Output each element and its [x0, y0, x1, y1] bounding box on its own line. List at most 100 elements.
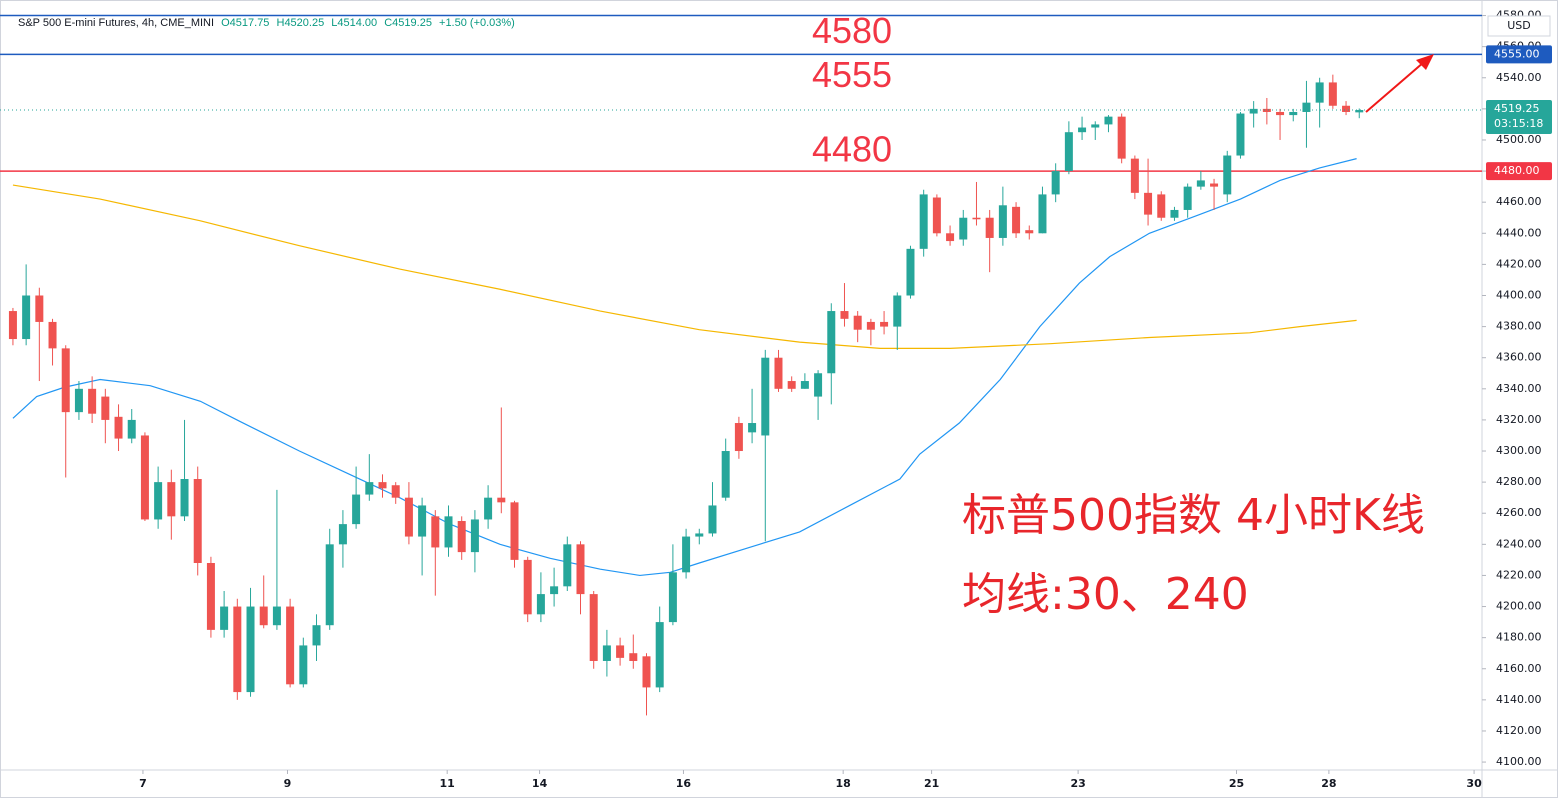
- candle-body: [695, 533, 704, 537]
- candle-body: [998, 205, 1007, 238]
- candle-body: [985, 217, 994, 238]
- candle-body: [1104, 116, 1113, 125]
- ohlc-low: L4514.00: [331, 17, 378, 29]
- candle-body: [893, 295, 902, 327]
- y-tick-label: 4220.00: [1496, 568, 1542, 581]
- legend-header: S&P 500 E-mini Futures, 4h, CME_MINI O45…: [18, 17, 519, 29]
- candle-body: [35, 295, 44, 322]
- candle-body: [127, 419, 136, 439]
- candle-body: [1051, 171, 1060, 195]
- candle-body: [365, 482, 374, 495]
- candle-body: [114, 416, 123, 439]
- candle-body: [404, 497, 413, 537]
- candle-body: [1183, 186, 1192, 210]
- candle-body: [906, 248, 915, 296]
- candle-body: [140, 435, 149, 520]
- candle-body: [48, 321, 57, 349]
- candle-body: [932, 197, 941, 234]
- candle-body: [88, 388, 97, 414]
- candle-body: [299, 645, 308, 685]
- x-tick-label: 14: [532, 777, 548, 790]
- y-tick-label: 4360.00: [1496, 351, 1542, 364]
- candle-body: [840, 311, 849, 319]
- candle-body: [787, 381, 796, 389]
- candle-body: [1223, 155, 1232, 195]
- candle-body: [1342, 105, 1351, 112]
- x-tick-label: 30: [1466, 777, 1482, 790]
- candle-body: [325, 544, 334, 626]
- candle-body: [655, 622, 664, 688]
- annotation: 均线:30、240: [962, 569, 1249, 620]
- candle-body: [312, 625, 321, 646]
- last-price-label: 4519.25: [1494, 102, 1540, 115]
- moving-average-line: [12, 184, 1357, 349]
- candle-body: [734, 423, 743, 452]
- candle-body: [814, 373, 823, 397]
- candle-body: [22, 295, 31, 340]
- candle-body: [1289, 111, 1298, 116]
- y-tick-label: 4320.00: [1496, 413, 1542, 426]
- candle-body: [1196, 180, 1205, 187]
- level-annotation: 4580: [812, 10, 892, 51]
- candle-body: [272, 606, 281, 626]
- annotation: 标普500指数 4小时K线: [962, 490, 1425, 541]
- candle-body: [1157, 194, 1166, 218]
- level-price-label: 4480.00: [1494, 164, 1540, 177]
- x-tick-label: 9: [284, 777, 292, 790]
- y-tick-label: 4140.00: [1496, 693, 1542, 706]
- y-tick-label: 4440.00: [1496, 226, 1542, 239]
- candle-body: [1078, 127, 1087, 133]
- candle-body: [550, 586, 559, 595]
- candle-body: [418, 505, 427, 537]
- x-tick-label: 21: [924, 777, 939, 790]
- y-tick-label: 4500.00: [1496, 133, 1542, 146]
- candle-body: [444, 516, 453, 548]
- x-tick-label: 28: [1321, 777, 1336, 790]
- y-tick-label: 4180.00: [1496, 631, 1542, 644]
- candle-body: [470, 519, 479, 553]
- y-tick-label: 4160.00: [1496, 662, 1542, 675]
- candle-body: [391, 485, 400, 498]
- candle-body: [378, 482, 387, 489]
- candle-body: [206, 562, 215, 630]
- candle-body: [167, 482, 176, 517]
- candle-body: [576, 544, 585, 595]
- candle-body: [866, 321, 875, 330]
- candle-body: [827, 311, 836, 374]
- countdown-label: 03:15:18: [1494, 117, 1543, 130]
- candle-body: [233, 606, 242, 693]
- y-tick-label: 4260.00: [1496, 506, 1542, 519]
- y-tick-label: 4280.00: [1496, 475, 1542, 488]
- candle-body: [721, 451, 730, 498]
- candle-body: [1130, 158, 1139, 193]
- y-tick-label: 4460.00: [1496, 195, 1542, 208]
- candle-body: [1038, 194, 1047, 234]
- candle-body: [1025, 230, 1034, 234]
- x-tick-label: 25: [1229, 777, 1244, 790]
- currency-label: USD: [1507, 19, 1531, 32]
- candle-body: [853, 315, 862, 330]
- candle-body: [761, 357, 770, 436]
- candle-body: [484, 497, 493, 520]
- y-tick-label: 4200.00: [1496, 600, 1542, 613]
- arrow-head: [1416, 54, 1434, 70]
- candle-body: [946, 233, 955, 242]
- candle-body: [1262, 108, 1271, 112]
- candle-body: [1117, 116, 1126, 159]
- candle-body: [668, 572, 677, 623]
- candle-body: [536, 594, 545, 615]
- candle-body: [457, 521, 466, 553]
- y-tick-label: 4380.00: [1496, 320, 1542, 333]
- candle-body: [523, 559, 532, 615]
- symbol: S&P 500 E-mini Futures, 4h, CME_MINI: [18, 17, 215, 29]
- ohlc-close: C4519.25: [384, 17, 432, 29]
- candle-body: [774, 357, 783, 389]
- candle-body: [959, 217, 968, 240]
- candle-body: [220, 606, 229, 630]
- candle-body: [589, 594, 598, 661]
- candle-body: [919, 194, 928, 249]
- x-tick-label: 11: [440, 777, 455, 790]
- ohlc-change: +1.50 (+0.03%): [439, 17, 515, 29]
